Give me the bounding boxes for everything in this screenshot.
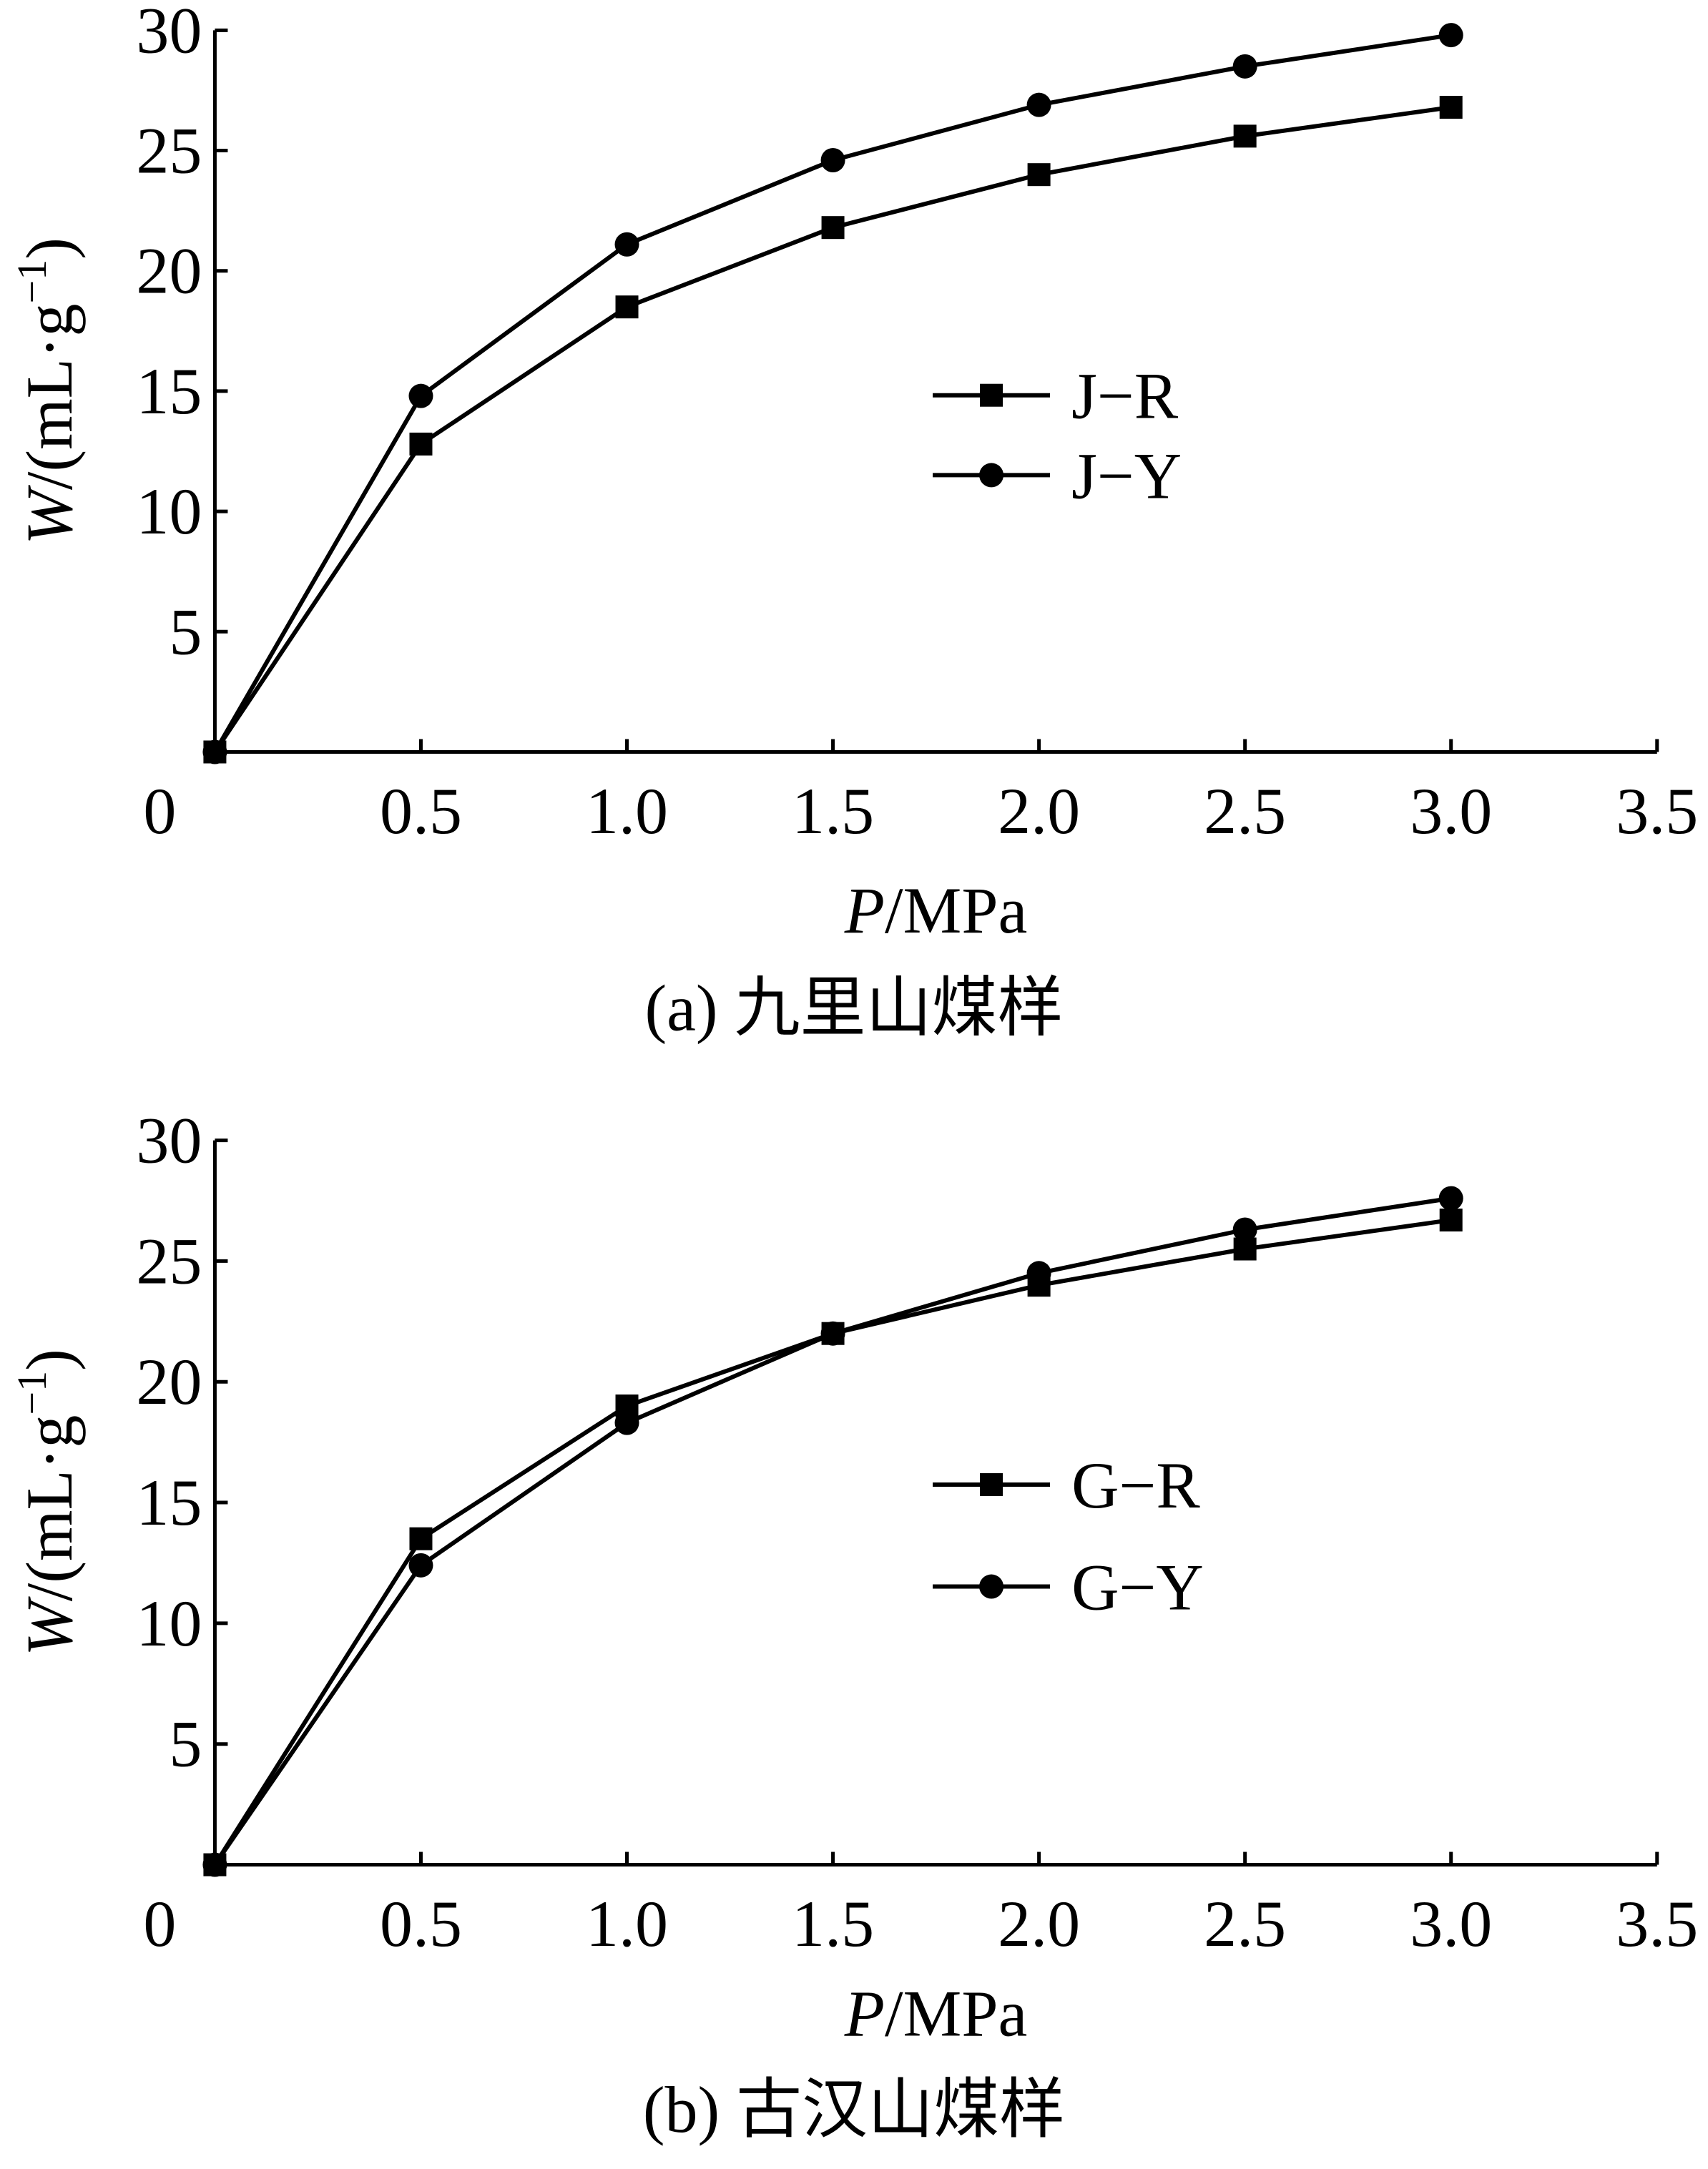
chart-panel-b: 0.5 1.0 1.5 2.0 2.5 3.0 3.5510152025300P/MPaW/…	[9, 1104, 1698, 2147]
data-point-circle	[408, 383, 433, 408]
x-tick-label: 3.0	[1410, 774, 1492, 847]
legend-label: G−R	[1071, 1449, 1200, 1522]
y-tick-label: 25	[136, 1224, 202, 1297]
chart-panel-a: 0.5 1.0 1.5 2.0 2.5 3.0 3.5510152025300P/MPaW/…	[9, 0, 1698, 1045]
origin-label: 0	[143, 1887, 176, 1960]
data-point-square	[1027, 163, 1051, 187]
x-axis-title-symbol: P	[844, 1977, 885, 2050]
data-point-circle	[202, 739, 227, 764]
data-point-circle	[614, 1410, 639, 1435]
data-point-circle	[1232, 54, 1257, 79]
data-point-circle	[820, 148, 845, 173]
x-tick-label: 1.5	[792, 774, 874, 847]
y-tick-label: 15	[136, 1466, 202, 1539]
data-point-circle	[1026, 1261, 1051, 1286]
y-tick-label: 10	[136, 1587, 202, 1660]
y-tick-label: 20	[136, 235, 202, 308]
data-point-circle	[1026, 92, 1051, 117]
x-tick-label: 2.0	[998, 774, 1080, 847]
y-axis-title: W/(mL·g−1)	[9, 237, 86, 545]
data-point-circle	[820, 1321, 845, 1346]
x-axis-title: P/MPa	[844, 874, 1028, 947]
x-tick-label: 3.0	[1410, 1887, 1492, 1960]
panel-caption: (a) 九里山煤样	[644, 972, 1063, 1045]
x-tick-label: 1.5	[792, 1887, 874, 1960]
y-axis-title-close: )	[13, 237, 86, 260]
series-square	[203, 1208, 1463, 1877]
y-axis-title-exponent: −1	[9, 1371, 55, 1415]
data-point-circle	[202, 1852, 227, 1877]
data-point-circle	[1438, 1186, 1463, 1211]
y-tick-label: 30	[136, 0, 202, 67]
x-axis-title-unit: /MPa	[885, 1977, 1027, 2050]
data-point-circle	[1438, 23, 1463, 48]
y-tick-label: 20	[136, 1345, 202, 1418]
data-point-square	[1439, 1208, 1463, 1231]
x-tick-label: 1.0	[586, 774, 668, 847]
series-line	[212, 1196, 1452, 1866]
legend-marker-circle	[979, 1574, 1004, 1599]
data-point-circle	[1232, 1217, 1257, 1242]
x-tick-label: 2.5	[1204, 774, 1286, 847]
legend-marker-circle	[979, 463, 1004, 488]
y-tick-label: 10	[136, 475, 202, 548]
y-tick-label: 5	[169, 595, 202, 668]
x-axis-title-unit: /MPa	[885, 874, 1027, 947]
legend-marker-square	[980, 1473, 1003, 1497]
data-point-square	[409, 432, 433, 456]
x-tick-label: 1.0	[586, 1887, 668, 1960]
legend-label: J−R	[1071, 360, 1179, 433]
series-circle	[202, 1186, 1463, 1877]
x-tick-label: 3.5	[1616, 1887, 1698, 1960]
y-tick-label: 5	[169, 1708, 202, 1781]
series-square	[203, 96, 1463, 764]
data-point-square	[821, 216, 845, 240]
series-line	[212, 1218, 1452, 1866]
y-tick-label: 15	[136, 355, 202, 428]
y-axis-title-close: )	[13, 1349, 86, 1371]
data-point-square	[1233, 124, 1257, 148]
legend-marker-square	[980, 383, 1003, 407]
data-point-square	[1439, 96, 1463, 119]
x-tick-label: 2.0	[998, 1887, 1080, 1960]
y-axis-title-symbol: W	[13, 485, 86, 545]
series-circle	[202, 23, 1463, 764]
y-axis-title-exponent: −1	[9, 260, 55, 304]
x-axis-title-symbol: P	[844, 874, 885, 947]
panel-caption: (b) 古汉山煤样	[643, 2073, 1065, 2146]
y-axis-title-unit: /(mL·g	[13, 303, 86, 490]
y-tick-label: 25	[136, 114, 202, 187]
x-axis-title: P/MPa	[844, 1977, 1028, 2050]
y-axis-title-unit: /(mL·g	[13, 1415, 86, 1602]
x-tick-label: 0.5	[380, 1887, 462, 1960]
x-tick-label: 3.5	[1616, 774, 1698, 847]
x-tick-label: 2.5	[1204, 1887, 1286, 1960]
data-point-circle	[614, 232, 639, 257]
y-tick-label: 30	[136, 1104, 202, 1177]
legend-label: J−Y	[1071, 439, 1182, 512]
series-line	[212, 33, 1452, 753]
origin-label: 0	[143, 774, 176, 847]
y-axis-title-symbol: W	[13, 1596, 86, 1656]
data-point-square	[409, 1527, 433, 1550]
x-tick-label: 0.5	[380, 774, 462, 847]
y-axis-title: W/(mL·g−1)	[9, 1349, 86, 1656]
legend-label: G−Y	[1071, 1551, 1204, 1624]
data-point-square	[615, 295, 639, 319]
data-point-circle	[408, 1553, 433, 1578]
